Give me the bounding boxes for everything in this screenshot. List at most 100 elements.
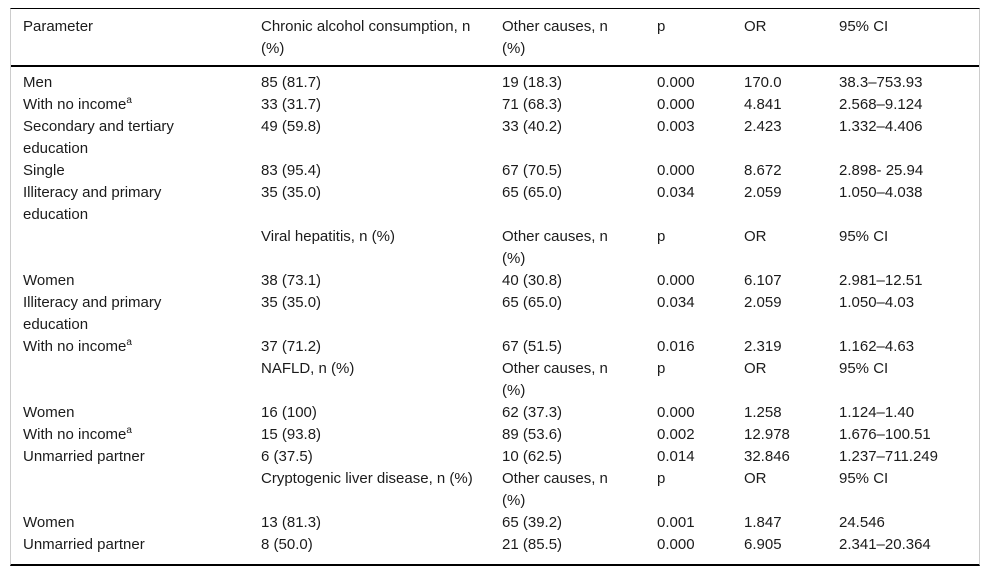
table-row: Women 38 (73.1) 40 (30.8) 0.000 6.107 2.981–1…: [11, 270, 979, 292]
table-cell: 6.107: [744, 272, 782, 289]
table-row: With no incomea 33 (31.7) 71 (68.3) 0.000 4.…: [11, 94, 979, 116]
table-cell: 95% CI: [839, 360, 889, 377]
footnote-marker-a: a: [126, 95, 132, 106]
table-cell: [11, 468, 261, 512]
table-cell: 83 (95.4): [261, 162, 322, 179]
table-cell: Other causes, n (%): [502, 470, 608, 509]
table-cell: 0.000: [657, 96, 695, 113]
table-cell: 71 (68.3): [502, 96, 563, 113]
table-cell: With no incomea: [23, 95, 132, 114]
table-cell: 0.014: [657, 448, 695, 465]
table-cell: 0.000: [657, 272, 695, 289]
table-cell: 0.000: [657, 74, 695, 91]
table-cell: 12.978: [744, 426, 790, 443]
table-cell: 0.003: [657, 118, 695, 135]
table-cell: Illiteracy and primary education: [23, 184, 162, 223]
table-row: Illiteracy and primary education 35 (35.0…: [11, 292, 979, 336]
table-cell: NAFLD, n (%): [261, 360, 355, 377]
column-header: 95% CI: [839, 9, 979, 67]
table-cell: 95% CI: [839, 228, 889, 245]
table-cell: Other causes, n (%): [502, 360, 608, 399]
table-row: Men 85 (81.7) 19 (18.3) 0.000 170.0 38.3–753.…: [11, 66, 979, 94]
table-cell: 0.001: [657, 514, 695, 531]
table-cell: 35 (35.0): [261, 184, 322, 201]
table-cell: Women: [23, 404, 75, 421]
table-cell: p: [657, 360, 666, 377]
table-cell: 0.002: [657, 426, 695, 443]
table-row: Unmarried partner 6 (37.5) 10 (62.5) 0.014 3…: [11, 446, 979, 468]
table-row: Single 83 (95.4) 67 (70.5) 0.000 8.672 2.898-…: [11, 160, 979, 182]
table-cell: Viral hepatitis, n (%): [261, 228, 395, 245]
table-cell: 4.841: [744, 96, 782, 113]
table-cell: 21 (85.5): [502, 536, 563, 553]
table-row: Secondary and tertiary education 49 (59.8…: [11, 116, 979, 160]
table-cell: 95% CI: [839, 470, 889, 487]
column-header: Parameter: [11, 9, 261, 67]
statistics-table: Parameter Chronic alcohol consumption, n …: [11, 9, 979, 556]
table-body: Men 85 (81.7) 19 (18.3) 0.000 170.0 38.3–753.…: [11, 66, 979, 556]
table-cell: 16 (100): [261, 404, 317, 421]
table-cell: 0.034: [657, 294, 695, 311]
table-cell: p: [657, 228, 666, 245]
table-cell: Illiteracy and primary education: [23, 294, 162, 333]
table-cell: OR: [744, 360, 767, 377]
table-cell: With no incomea: [23, 337, 132, 356]
table-cell: 1.050–4.038: [839, 184, 923, 201]
section-subheader-row: NAFLD, n (%) Other causes, n (%) p OR 95% CI: [11, 358, 979, 402]
table-cell: 65 (39.2): [502, 514, 563, 531]
table-cell: 32.846: [744, 448, 790, 465]
table-cell: 40 (30.8): [502, 272, 563, 289]
table-cell: Secondary and tertiary education: [23, 118, 174, 157]
table-cell: 33 (40.2): [502, 118, 563, 135]
section-subheader-row: Cryptogenic liver disease, n (%) Other ca…: [11, 468, 979, 512]
table-cell: 49 (59.8): [261, 118, 322, 135]
table-cell: 2.981–12.51: [839, 272, 923, 289]
table-cell: 2.341–20.364: [839, 536, 931, 553]
table-cell: 37 (71.2): [261, 338, 322, 355]
table-cell: p: [657, 470, 666, 487]
table-cell: 170.0: [744, 74, 782, 91]
table-cell: Unmarried partner: [23, 448, 145, 465]
section-subheader-row: Viral hepatitis, n (%) Other causes, n (%…: [11, 226, 979, 270]
table-cell: 62 (37.3): [502, 404, 563, 421]
table-cell: 67 (70.5): [502, 162, 563, 179]
table-cell: Unmarried partner: [23, 536, 145, 553]
table-cell: 38 (73.1): [261, 272, 322, 289]
table-header-row: Parameter Chronic alcohol consumption, n …: [11, 9, 979, 67]
table-cell: 0.000: [657, 536, 695, 553]
table-cell: 1.258: [744, 404, 782, 421]
table-row: Unmarried partner 8 (50.0) 21 (85.5) 0.000 6…: [11, 534, 979, 556]
footnote-marker-a: a: [126, 425, 132, 436]
table-cell: 0.000: [657, 162, 695, 179]
table-cell: 33 (31.7): [261, 96, 322, 113]
footnote-marker-a: a: [126, 337, 132, 348]
table-row: Women 13 (81.3) 65 (39.2) 0.001 1.847 24.546: [11, 512, 979, 534]
table-cell: 1.162–4.63: [839, 338, 915, 355]
table-row: With no incomea 15 (93.8) 89 (53.6) 0.002 12…: [11, 424, 979, 446]
table-header: Parameter Chronic alcohol consumption, n …: [11, 9, 979, 67]
table-cell: 1.847: [744, 514, 782, 531]
table-cell: 19 (18.3): [502, 74, 563, 91]
table-cell: 10 (62.5): [502, 448, 563, 465]
table-cell: 89 (53.6): [502, 426, 563, 443]
table-cell: 0.016: [657, 338, 695, 355]
table-cell: 2.898- 25.94: [839, 162, 924, 179]
table-cell: 8 (50.0): [261, 536, 313, 553]
table-cell: Single: [23, 162, 65, 179]
table-cell: 6.905: [744, 536, 782, 553]
table-cell: Other causes, n (%): [502, 228, 608, 267]
table-cell: Women: [23, 272, 75, 289]
table-cell: 67 (51.5): [502, 338, 563, 355]
table-cell: Cryptogenic liver disease, n (%): [261, 470, 473, 487]
table-cell: 65 (65.0): [502, 294, 563, 311]
column-header: p: [657, 9, 744, 67]
table-cell: 1.332–4.406: [839, 118, 923, 135]
table-cell: 13 (81.3): [261, 514, 322, 531]
statistics-table-container: Parameter Chronic alcohol consumption, n …: [10, 8, 980, 566]
table-cell: 1.050–4.03: [839, 294, 915, 311]
table-cell: 2.423: [744, 118, 782, 135]
table-cell: 24.546: [839, 514, 885, 531]
table-cell: 1.676–100.51: [839, 426, 931, 443]
table-cell: 0.034: [657, 184, 695, 201]
column-header: Chronic alcohol consumption, n (%): [261, 9, 502, 67]
